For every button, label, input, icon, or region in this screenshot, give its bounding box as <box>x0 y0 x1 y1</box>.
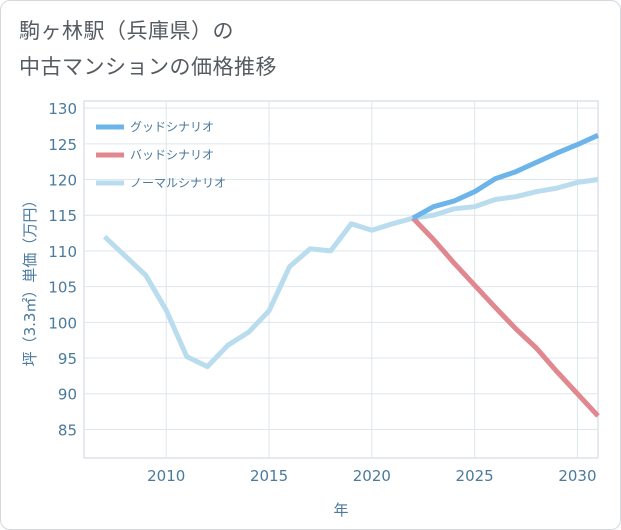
x-tick-label: 2030 <box>558 467 596 485</box>
series-lines <box>102 133 600 418</box>
y-tick-label: 125 <box>48 136 77 154</box>
chart-title-line2: 中古マンションの価格推移 <box>19 55 277 79</box>
x-tick-label: 2025 <box>456 467 494 485</box>
series-line-1 <box>411 216 600 418</box>
chart-title-line1: 駒ヶ林駅（兵庫県）の <box>19 19 234 43</box>
plot-area <box>83 100 599 459</box>
series-line-0 <box>411 133 600 221</box>
x-tick-label: 2015 <box>250 467 288 485</box>
y-tick-label: 120 <box>48 172 77 190</box>
chart-title: 駒ヶ林駅（兵庫県）の 中古マンションの価格推移 <box>19 13 277 85</box>
x-tick-label: 2020 <box>353 467 391 485</box>
series-line-2 <box>102 177 599 370</box>
y-tick-label: 105 <box>48 279 77 297</box>
legend-label-0: グッドシナリオ <box>130 120 214 134</box>
y-tick-label: 85 <box>58 421 77 439</box>
y-tick-label: 95 <box>58 350 77 368</box>
y-tick-label: 100 <box>48 314 77 332</box>
x-axis-ticks: 2010 2015 2020 2025 2030 <box>147 467 596 485</box>
y-tick-label: 90 <box>58 386 77 404</box>
x-axis-title: 年 <box>333 501 348 519</box>
y-axis-ticks: 85 90 95 100 105 110 115 120 125 130 <box>48 100 77 439</box>
x-tick-label: 2010 <box>147 467 185 485</box>
legend-label-1: バッドシナリオ <box>130 148 214 162</box>
y-axis-title: 坪（3.3㎡）単価（万円） <box>21 193 39 367</box>
y-tick-label: 130 <box>48 100 77 118</box>
legend-label-2: ノーマルシナリオ <box>130 176 226 190</box>
y-tick-label: 115 <box>48 207 77 225</box>
y-tick-label: 110 <box>48 243 77 261</box>
